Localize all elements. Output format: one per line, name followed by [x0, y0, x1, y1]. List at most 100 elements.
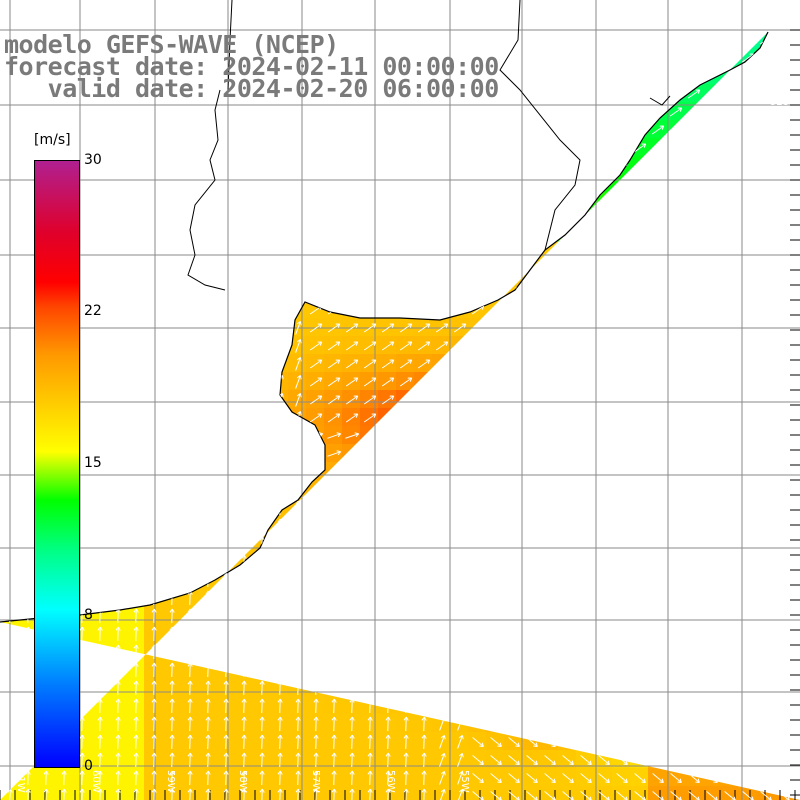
- longitude-labels: 61W 60W 59W 58W 57W 56W 55W: [15, 770, 470, 793]
- wind-arrow: [97, 267, 104, 281]
- wind-arrow: [472, 665, 484, 675]
- wind-arrow: [670, 773, 682, 783]
- wind-arrow: [633, 125, 647, 135]
- wind-arrow: [151, 357, 158, 371]
- wind-speed-cell: [144, 732, 162, 750]
- wind-speed-cell: [72, 786, 90, 800]
- wind-arrow: [670, 755, 682, 765]
- wind-arrow: [403, 734, 409, 750]
- wind-speed-cell: [54, 768, 72, 786]
- wind-speed-cell: [162, 282, 180, 300]
- wind-arrow: [277, 393, 284, 407]
- wind-arrow: [205, 482, 211, 498]
- wind-arrow: [381, 233, 395, 243]
- wind-arrow: [435, 143, 449, 153]
- wind-speed-cell: [774, 768, 792, 786]
- wind-arrow: [385, 536, 391, 552]
- wind-speed-cell: [774, 588, 792, 606]
- wind-speed-cell: [576, 462, 594, 480]
- wind-arrow: [241, 375, 248, 389]
- wind-speed-cell: [630, 372, 648, 390]
- wind-arrow: [687, 395, 701, 405]
- wind-speed-cell: [648, 408, 666, 426]
- wind-arrow: [778, 574, 790, 586]
- wind-arrow: [151, 285, 158, 299]
- wind-speed-cell: [252, 480, 270, 498]
- wind-speed-cell: [270, 588, 288, 606]
- wind-speed-cell: [702, 552, 720, 570]
- wind-arrow: [457, 627, 464, 641]
- wind-speed-cell: [504, 66, 522, 84]
- wind-speed-cell: [342, 480, 360, 498]
- wind-arrow: [777, 143, 791, 153]
- wind-speed-cell: [558, 624, 576, 642]
- wind-speed-cell: [792, 786, 800, 800]
- wind-speed-cell: [396, 534, 414, 552]
- wind-arrow: [471, 450, 486, 457]
- wind-arrow: [598, 755, 610, 765]
- wind-arrow: [669, 594, 683, 602]
- wind-speed-cell: [90, 264, 108, 282]
- wind-arrow: [597, 251, 611, 261]
- wind-speed-cell: [792, 174, 800, 192]
- wind-arrow: [327, 359, 341, 369]
- wind-arrow: [759, 305, 773, 315]
- wind-speed-cell: [396, 570, 414, 588]
- wind-arrow: [614, 541, 629, 548]
- wind-speed-cell: [198, 606, 216, 624]
- wind-speed-cell: [144, 714, 162, 732]
- wind-arrow: [723, 647, 736, 657]
- wind-arrow: [525, 359, 539, 369]
- wind-arrow: [417, 450, 432, 457]
- wind-arrow: [363, 413, 377, 423]
- wind-speed-cell: [774, 210, 792, 228]
- wind-arrow: [187, 141, 194, 155]
- wind-speed-cell: [648, 570, 666, 588]
- wind-speed-cell: [720, 336, 738, 354]
- wind-arrow: [759, 504, 774, 510]
- wind-speed-cell: [738, 282, 756, 300]
- wind-arrow: [507, 305, 521, 315]
- wind-arrow: [526, 575, 538, 585]
- wind-speed-cell: [216, 570, 234, 588]
- wind-arrow: [741, 377, 755, 387]
- wind-arrow: [345, 305, 359, 315]
- wind-arrow: [151, 249, 158, 263]
- wind-speed-cell: [90, 426, 108, 444]
- wind-speed-cell: [612, 750, 630, 768]
- wind-speed-cell: [378, 426, 396, 444]
- wind-arrow: [614, 577, 629, 584]
- wind-speed-cell: [288, 228, 306, 246]
- wind-speed-cell: [288, 372, 306, 390]
- wind-speed-cell: [450, 732, 468, 750]
- wind-speed-cell: [522, 372, 540, 390]
- wind-arrow: [399, 413, 413, 423]
- wind-speed-cell: [612, 354, 630, 372]
- wind-speed-cell: [630, 174, 648, 192]
- wind-speed-cell: [558, 570, 576, 588]
- wind-arrow: [471, 432, 486, 439]
- wind-speed-cell: [792, 678, 800, 696]
- wind-arrow: [597, 413, 611, 423]
- wind-arrow: [151, 554, 157, 570]
- wind-speed-cell: [270, 372, 288, 390]
- wind-speed-cell: [108, 714, 126, 732]
- wind-arrow: [25, 572, 31, 588]
- wind-arrow: [742, 575, 754, 585]
- wind-speed-cell: [630, 336, 648, 354]
- wind-speed-cell: [198, 480, 216, 498]
- wind-arrow: [403, 626, 409, 642]
- wind-arrow: [562, 557, 574, 567]
- wind-speed-cell: [144, 570, 162, 588]
- wind-speed-cell: [126, 300, 144, 318]
- wind-speed-cell: [162, 426, 180, 444]
- wind-arrow: [651, 35, 665, 45]
- wind-arrow: [525, 341, 539, 351]
- wind-arrow: [25, 393, 32, 407]
- wind-arrow: [309, 233, 323, 243]
- wind-arrow: [723, 413, 737, 423]
- wind-speed-cell: [162, 444, 180, 462]
- wind-arrow: [169, 518, 175, 534]
- wind-speed-cell: [252, 588, 270, 606]
